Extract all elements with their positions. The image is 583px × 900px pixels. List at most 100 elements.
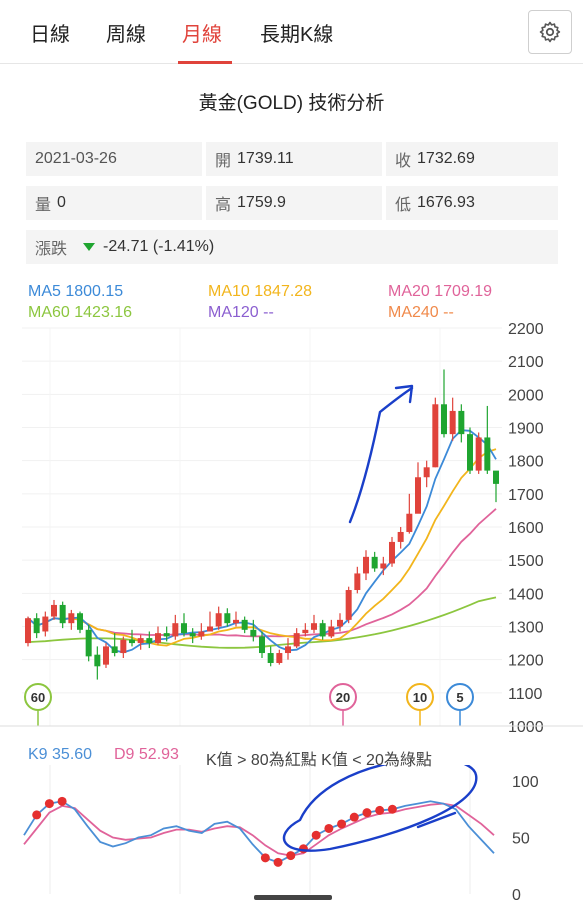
candle-body [224,613,231,624]
down-triangle-icon [83,243,96,251]
y-tick-label: 1800 [508,454,544,471]
ma20-line [27,508,497,638]
quote-date: 2021-03-26 [26,142,202,176]
candle-body [441,404,447,435]
candle-body [120,639,127,654]
candle-body [241,619,248,630]
candle-body [319,623,326,637]
candle-body [85,629,92,657]
candle-body [389,541,395,564]
ma20-label: MA20 1709.19 [388,283,493,300]
candle-body [293,633,300,647]
y-tick-label: 1700 [508,487,544,504]
overbought-dot [286,851,296,861]
candle-body [484,437,491,471]
candle-body [285,646,291,654]
candle-body [137,638,144,644]
overbought-dot [273,857,283,867]
overbought-dot [337,819,347,829]
candle-body [146,638,153,644]
ma60-label: MA60 1423.16 [28,304,133,321]
candle-body [354,573,361,591]
candle-body [215,613,222,627]
overbought-dot [311,830,321,840]
candle-body [172,623,179,637]
candle-body [432,404,439,468]
candle-body [111,646,118,654]
quote-change: 漲跌 -24.71 (-1.41%) [26,230,558,264]
y-tick-label: 1600 [508,520,544,537]
kd-tick-label: 0 [512,887,521,900]
tab-daily[interactable]: 日線 [30,24,70,46]
y-tick-label: 1200 [508,653,544,670]
candle-body [267,653,274,663]
settings-button[interactable] [528,10,572,54]
tab-bar: 日線 周線 月線 長期K線 [0,0,583,64]
scroll-indicator [254,895,332,900]
tab-long-term[interactable]: 長期K線 [260,24,334,46]
candle-body [363,556,369,574]
candle-body [475,437,482,471]
ma120-label: MA120 -- [208,304,274,321]
quote-close: 收 1732.69 [386,142,558,176]
candle-body [233,619,239,624]
candle-body [33,618,40,634]
kd-note: K值 > 80為紅點 K值 < 20為綠點 [206,752,432,769]
candle-body [467,434,473,471]
overbought-dot [362,808,372,818]
ma10-label: MA10 1847.28 [208,283,313,300]
candle-body [415,477,421,514]
candle-body [207,626,213,632]
ma10-line [27,448,497,647]
overbought-dot [44,799,54,809]
period-badge-label: 60 [31,690,45,705]
candle-body [68,613,75,624]
candle-body [250,629,257,637]
period-badge [446,683,474,711]
candle-body [155,633,161,644]
candle-body [77,613,83,630]
period-badge [406,683,434,711]
period-badge [329,683,357,711]
kd-tick-label: 100 [512,774,539,791]
candle-body [449,410,456,435]
annotation-arrow-head [394,384,414,404]
tab-weekly[interactable]: 周線 [106,24,146,46]
kd-tick-label: 50 [512,831,530,848]
candle-body [198,631,205,637]
d9-label: D9 52.93 [114,746,179,763]
quote-high: 高 1759.9 [206,186,382,220]
price-chart[interactable]: 2200 2100 2000 1900 1800 1700 1600 1500 1400 1300… [0,322,583,732]
period-badge [24,683,52,711]
ma5-label: MA5 1800.15 [28,283,124,300]
quote-open: 開 1739.11 [206,142,382,176]
candle-body [51,604,57,617]
y-tick-label: 1900 [508,421,544,438]
annotation-arrow-line [348,386,414,524]
tab-monthly[interactable]: 月線 [182,24,222,46]
candle-body [103,646,109,665]
candle-body [423,467,430,478]
ma240-label: MA240 -- [388,304,454,321]
overbought-dot [375,805,385,815]
d-line [23,802,495,857]
candle-body [302,629,309,634]
kd-chart[interactable]: 100 50 0 [0,765,583,900]
candle-body [493,470,499,484]
candle-body [163,633,170,637]
page-title: 黃金(GOLD) 技術分析 [198,93,385,114]
candle-body [397,531,404,542]
candle-body [311,623,317,630]
candle-body [337,619,343,627]
y-tick-label: 1300 [508,620,544,637]
y-tick-label: 1500 [508,553,544,570]
annotation-circle [282,765,478,852]
overbought-dot [260,853,270,863]
candle-body [371,556,378,569]
candle-body [276,653,283,663]
quote-low: 低 1676.93 [386,186,558,220]
overbought-dot [57,796,67,806]
candle-body [259,636,265,654]
candle-body [189,633,196,637]
